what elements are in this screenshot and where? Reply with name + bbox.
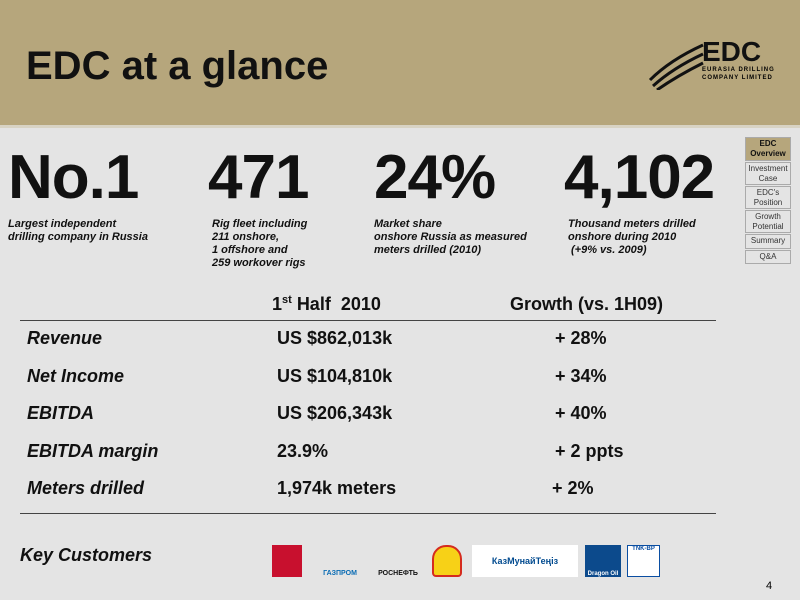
cell: + 2% — [552, 478, 594, 498]
cell: + 40% — [555, 403, 607, 423]
cell: US $206,343k — [277, 403, 393, 423]
table-rule — [20, 513, 716, 514]
header-rule — [0, 125, 800, 128]
stat-value: 4,102 — [564, 143, 715, 212]
stat-description: Thousand meters drilled — [568, 218, 696, 230]
row-label: Meters drilled — [27, 478, 145, 498]
logo-line: EURASIA DRILLING — [702, 67, 775, 73]
stat-description: Largest independent — [8, 218, 117, 230]
stat-description: onshore during 2010 — [568, 231, 677, 243]
stat-value: 471 — [208, 143, 309, 212]
superscript: st — [282, 294, 292, 306]
cell: 1,974k meters — [277, 478, 397, 498]
stat-description: meters drilled (2010) — [374, 244, 481, 256]
stat-value: No.1 — [8, 143, 139, 212]
header-band — [0, 0, 800, 125]
customer-logo: РОСНЕФТЬ — [378, 570, 418, 577]
nav-item[interactable]: EDC Overview — [745, 137, 791, 161]
table-rule — [20, 320, 716, 321]
nav-item[interactable]: Investment Case — [745, 162, 791, 185]
logo-line: COMPANY LIMITED — [702, 75, 773, 81]
stat-description: (+9% vs. 2009) — [571, 244, 647, 256]
slide-title: EDC at a glance — [26, 44, 329, 88]
row-label: Net Income — [27, 365, 125, 386]
logo-swoosh — [648, 43, 704, 90]
logo-mark: EDC — [702, 36, 762, 67]
cell: + 34% — [555, 365, 607, 386]
stat-description: 1 offshore and — [212, 244, 288, 256]
cell: US $104,810k — [277, 365, 393, 386]
cell: + 28% — [555, 328, 607, 348]
header-text: 1 — [272, 294, 283, 314]
customer-logo: КазМунайТеңіз — [472, 545, 578, 577]
customer-logo: ГАЗПРОМ — [323, 570, 357, 577]
row-label: Revenue — [27, 328, 103, 348]
nav-item[interactable]: Q&A — [745, 250, 791, 264]
stat-description: 211 onshore, — [212, 231, 280, 243]
row-label: EBITDA margin — [27, 440, 159, 461]
customer-logo: Dragon Oil — [585, 545, 621, 577]
nav-item[interactable]: Growth Potential — [745, 210, 791, 233]
stat-description: 259 workover rigs — [212, 257, 306, 269]
column-header: 1st Half 2010 — [272, 294, 381, 315]
stat-value: 24% — [374, 143, 496, 212]
cell: US $862,013k — [277, 328, 393, 348]
stat-description: onshore Russia as measured — [374, 231, 527, 243]
customer-logo — [272, 545, 302, 577]
stat-description: Rig fleet including — [212, 218, 308, 230]
page-number: 4 — [766, 580, 773, 592]
cell: + 2 ppts — [555, 440, 624, 461]
column-header: Growth (vs. 1H09) — [510, 294, 664, 314]
customers-label: Key Customers — [20, 545, 153, 565]
nav-item[interactable]: EDC's Position — [745, 186, 791, 209]
customer-logo: TNK-BP — [627, 545, 660, 577]
nav-item[interactable]: Summary — [745, 234, 791, 249]
cell: 23.9% — [277, 440, 329, 461]
customer-logo — [432, 545, 462, 577]
header-text: Half 2010 — [296, 294, 381, 314]
stat-description: Market share — [374, 218, 442, 230]
stat-description: drilling company in Russia — [8, 231, 148, 243]
row-label: EBITDA — [27, 403, 94, 423]
